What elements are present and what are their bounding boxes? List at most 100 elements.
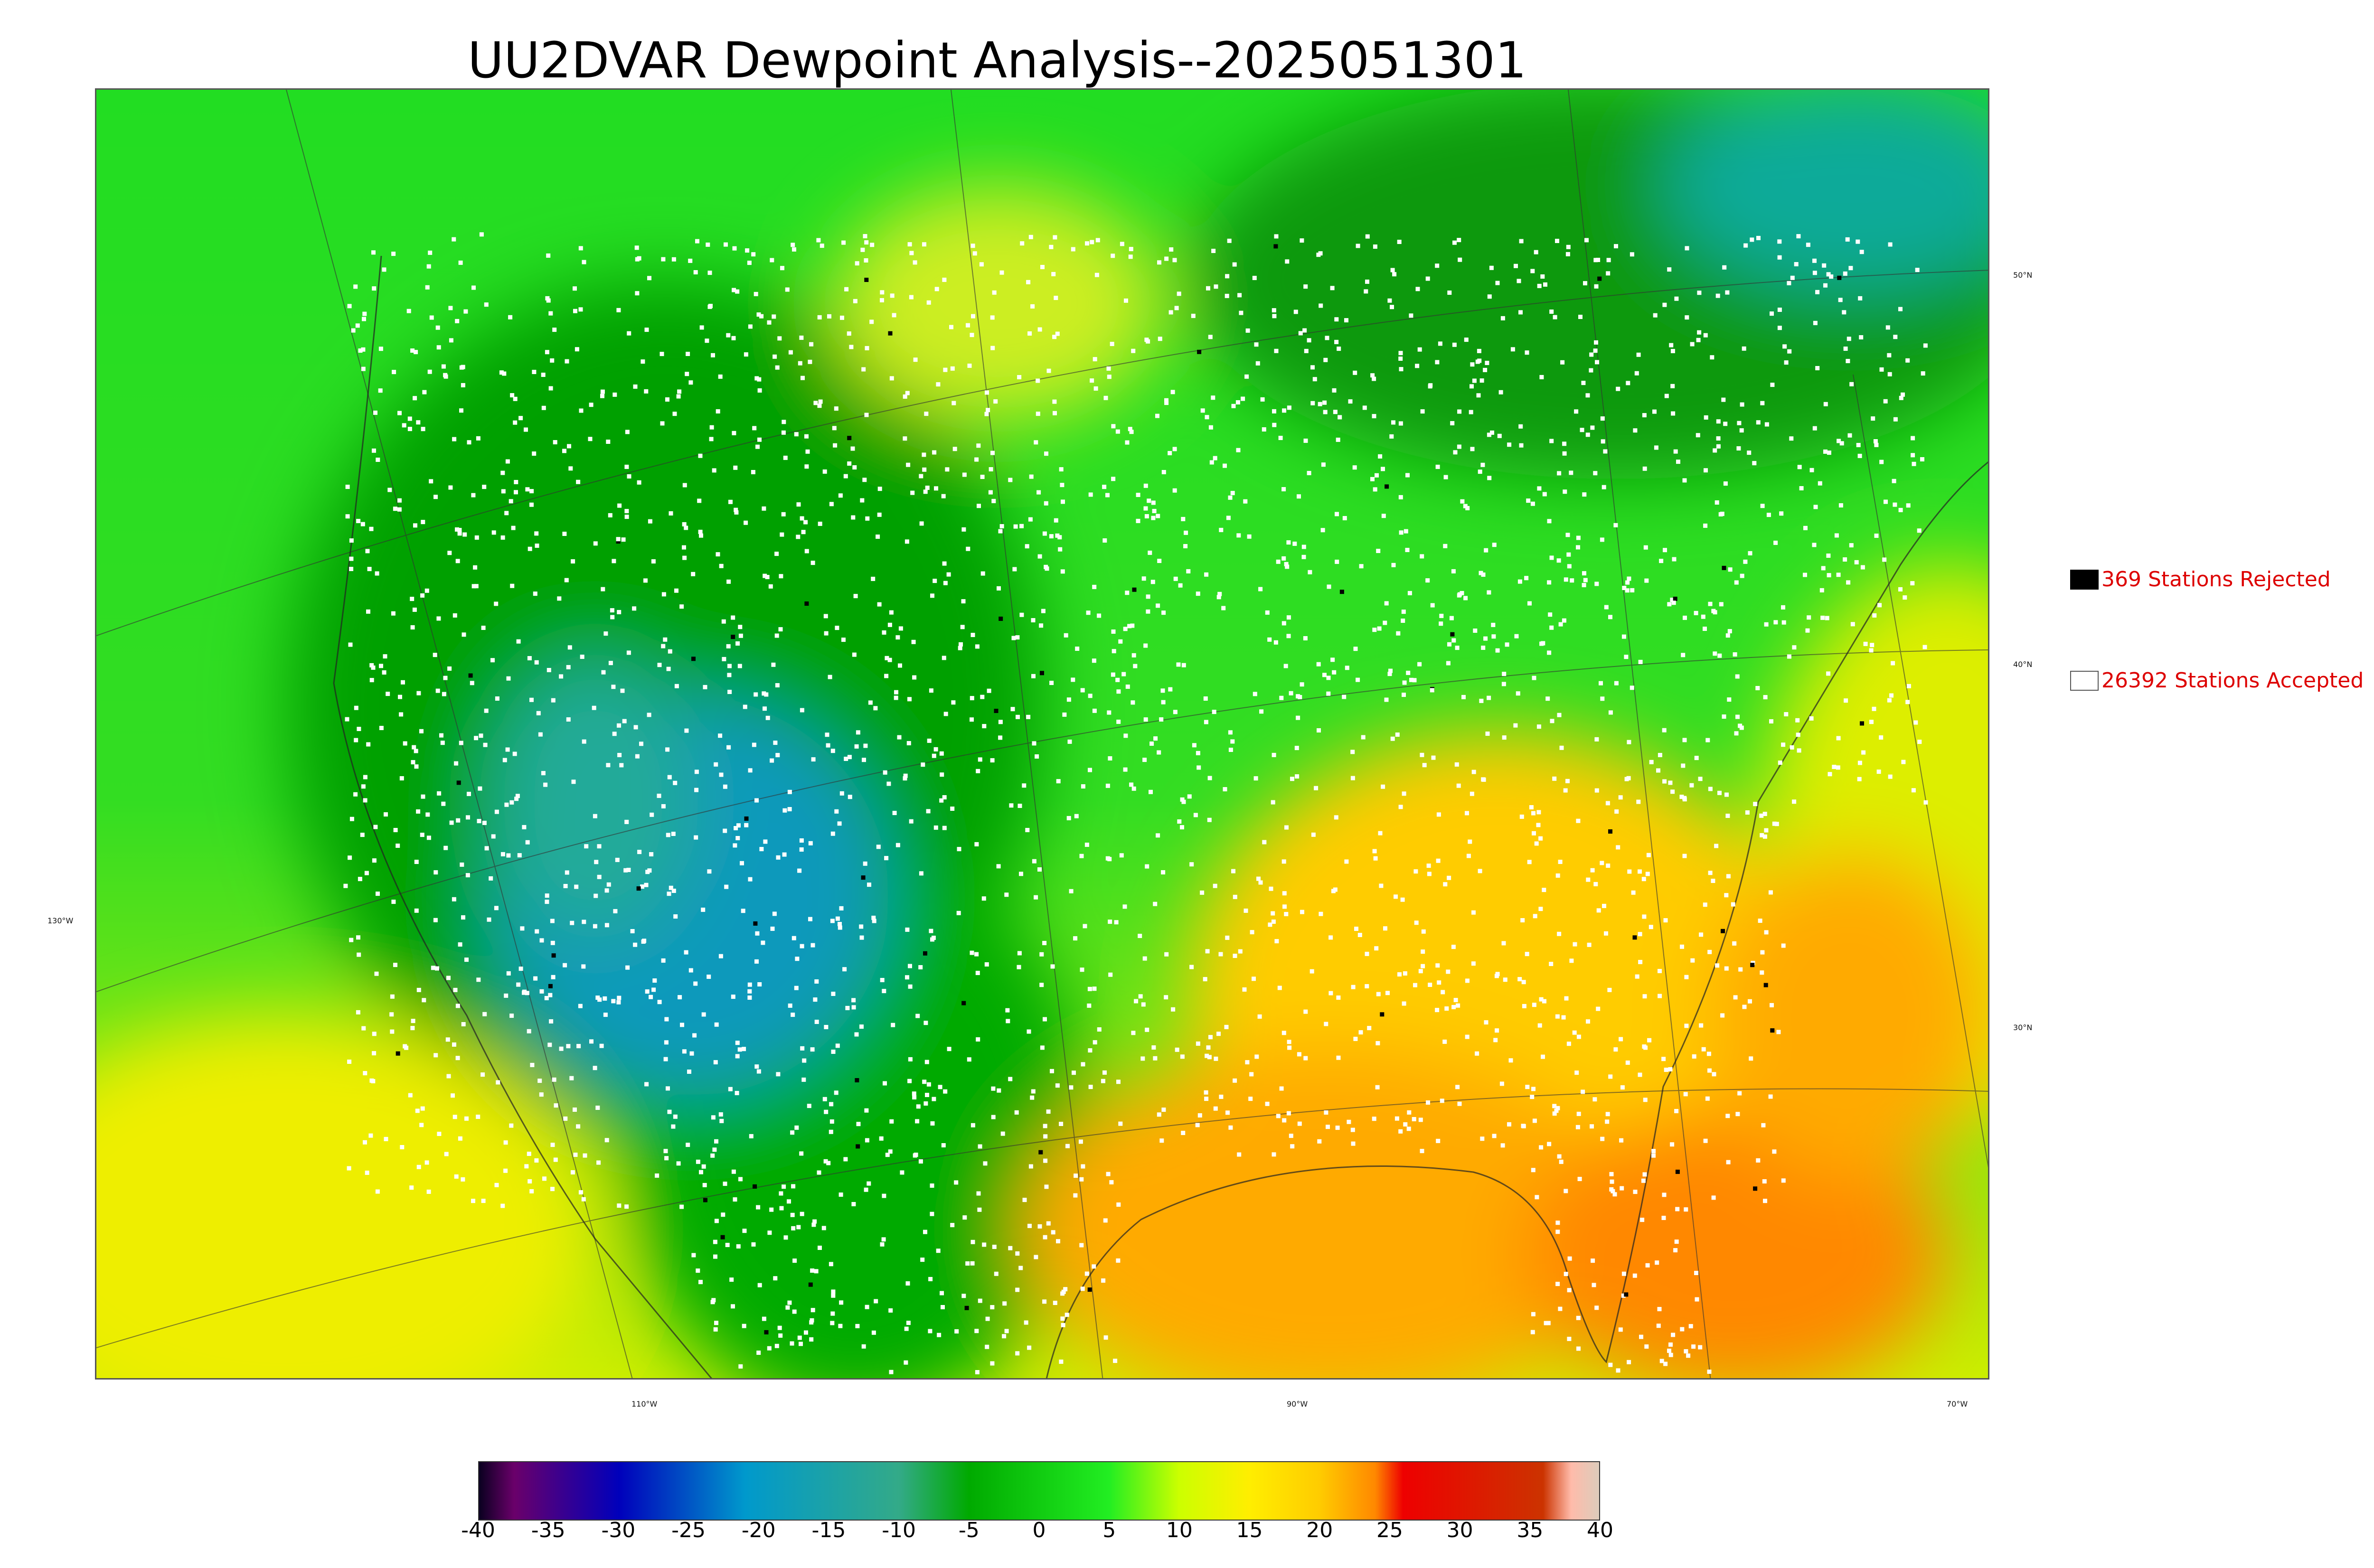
- station-point: [573, 286, 577, 291]
- station-point: [788, 350, 793, 355]
- station-point: [1030, 304, 1035, 309]
- station-point: [732, 246, 737, 251]
- station-point: [1258, 587, 1263, 592]
- station-point: [1608, 615, 1612, 620]
- station-point: [671, 832, 676, 836]
- station-point: [1555, 1221, 1560, 1225]
- station-point: [1085, 241, 1089, 246]
- station-point: [986, 408, 990, 413]
- station-point: [814, 1020, 819, 1024]
- station-point: [1401, 619, 1405, 623]
- station-point: [416, 691, 421, 695]
- station-point: [361, 366, 366, 371]
- station-point: [1233, 954, 1237, 958]
- station-point: [421, 794, 425, 799]
- station-point: [1105, 856, 1110, 861]
- station-point: [796, 1225, 801, 1230]
- station-point: [830, 831, 835, 836]
- station-point: [1025, 828, 1030, 832]
- station-point: [548, 386, 553, 391]
- station-point: [1760, 950, 1765, 955]
- station-point: [1336, 995, 1341, 1000]
- station-point: [864, 240, 869, 245]
- station-point: [617, 503, 622, 508]
- station-point: [461, 365, 465, 369]
- station-point: [780, 532, 784, 537]
- station-point: [1597, 276, 1602, 281]
- station-point: [535, 929, 539, 934]
- station-point: [693, 981, 698, 986]
- station-point: [1654, 445, 1658, 450]
- station-point: [1499, 1081, 1504, 1086]
- station-point: [1335, 512, 1339, 516]
- station-point: [1699, 1023, 1704, 1028]
- station-point: [1040, 1045, 1045, 1050]
- station-point: [1662, 302, 1667, 307]
- station-point: [1675, 1207, 1680, 1211]
- station-point: [665, 747, 670, 752]
- station-point: [1647, 1038, 1652, 1042]
- station-point: [713, 1060, 718, 1065]
- station-point: [445, 1037, 450, 1042]
- station-point: [889, 610, 894, 615]
- station-point: [1762, 1179, 1767, 1183]
- station-point: [568, 466, 573, 471]
- station-point: [692, 1033, 697, 1038]
- station-point: [1049, 534, 1054, 539]
- station-point: [1565, 252, 1570, 256]
- station-point: [534, 531, 539, 536]
- station-point: [1640, 1218, 1645, 1222]
- station-point: [1720, 511, 1724, 516]
- station-point: [731, 336, 736, 340]
- station-point: [411, 1019, 415, 1023]
- station-point: [661, 958, 666, 963]
- station-point: [1436, 1138, 1441, 1143]
- station-point: [1109, 1180, 1114, 1184]
- station-point: [1225, 935, 1230, 940]
- station-point: [918, 1159, 923, 1164]
- station-point: [799, 838, 804, 843]
- station-point: [998, 735, 1003, 740]
- station-point: [608, 513, 612, 517]
- station-point: [1119, 853, 1124, 858]
- station-point: [1303, 1056, 1308, 1061]
- station-point: [1153, 1056, 1158, 1061]
- station-point: [1600, 416, 1605, 421]
- station-point: [903, 776, 907, 781]
- station-point: [648, 519, 652, 524]
- station-point: [900, 1170, 904, 1175]
- station-markers: [343, 232, 1928, 1374]
- station-point: [1420, 554, 1424, 559]
- station-point: [1532, 1003, 1536, 1007]
- station-point: [1062, 712, 1067, 717]
- station-point: [837, 821, 842, 826]
- station-point: [416, 809, 421, 814]
- station-point: [1050, 1069, 1054, 1073]
- station-point: [1435, 1008, 1440, 1013]
- station-point: [1327, 584, 1331, 589]
- station-point: [356, 1010, 360, 1014]
- station-point: [851, 1202, 856, 1206]
- station-point: [1128, 254, 1133, 259]
- station-point: [1770, 311, 1774, 316]
- station-point: [454, 761, 459, 766]
- station-point: [1303, 1009, 1308, 1014]
- station-point: [1501, 682, 1506, 686]
- station-point: [1766, 513, 1771, 517]
- station-point: [982, 1242, 987, 1247]
- station-point: [976, 443, 981, 448]
- station-point: [809, 342, 814, 347]
- station-point: [484, 302, 489, 307]
- station-point: [1510, 347, 1515, 352]
- station-point: [1164, 995, 1168, 1000]
- station-point: [483, 742, 488, 747]
- station-point: [1743, 559, 1748, 564]
- station-point: [1727, 629, 1732, 634]
- station-point: [895, 635, 900, 640]
- station-point: [1590, 425, 1595, 430]
- lon-label-70w: 70°W: [1947, 1399, 1968, 1408]
- station-point: [748, 877, 753, 882]
- station-point: [1465, 978, 1470, 983]
- station-point: [1796, 234, 1801, 239]
- station-point: [800, 708, 804, 713]
